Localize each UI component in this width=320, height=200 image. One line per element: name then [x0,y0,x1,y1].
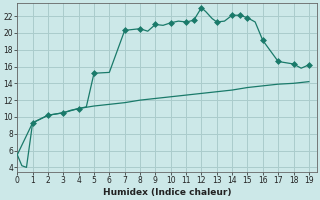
X-axis label: Humidex (Indice chaleur): Humidex (Indice chaleur) [103,188,231,197]
